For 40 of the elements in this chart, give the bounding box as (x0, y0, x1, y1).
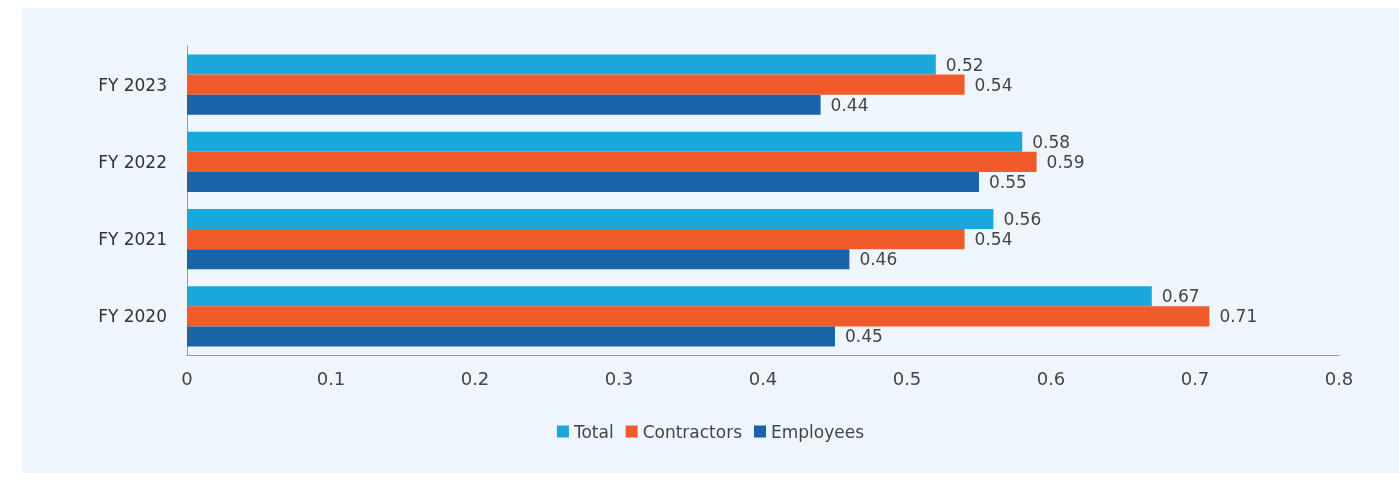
bar (187, 209, 994, 230)
y-tick-label: FY 2023 (98, 74, 167, 95)
data-label: 0.67 (1161, 286, 1200, 307)
bar (187, 229, 965, 250)
x-tick-label: 0.5 (892, 367, 922, 389)
x-tick-label: 0.3 (604, 367, 634, 389)
legend-label: Contractors (642, 421, 743, 442)
legend-label: Employees (771, 421, 865, 442)
x-tick-label: 0.1 (316, 367, 346, 389)
x-tick-label: 0 (181, 367, 193, 389)
bar (187, 74, 965, 95)
bar (187, 306, 1210, 327)
bar (187, 286, 1152, 307)
data-label: 0.45 (845, 326, 883, 347)
data-label: 0.71 (1219, 306, 1258, 327)
x-tick-label: 0.4 (748, 367, 778, 389)
data-label: 0.44 (830, 94, 869, 115)
data-label: 0.46 (859, 249, 898, 270)
data-label: 0.52 (945, 54, 984, 75)
x-tick-label: 0.6 (1036, 367, 1066, 389)
y-tick-label: FY 2022 (98, 151, 167, 172)
bar (187, 94, 821, 115)
x-tick-label: 0.2 (460, 367, 490, 389)
bar (187, 54, 936, 75)
data-label: 0.56 (1003, 209, 1042, 230)
legend-label: Total (572, 421, 614, 442)
x-tick-label: 0.7 (1180, 367, 1210, 389)
data-label: 0.54 (974, 229, 1013, 250)
bar (187, 151, 1037, 172)
y-tick-label: FY 2020 (98, 306, 167, 327)
bar (187, 131, 1023, 152)
bar (187, 249, 850, 270)
data-label: 0.55 (989, 171, 1027, 192)
x-tick-label: 0.8 (1324, 367, 1354, 389)
y-tick-label: FY 2021 (98, 229, 167, 250)
data-label: 0.54 (974, 74, 1013, 95)
bar (187, 171, 979, 192)
data-label: 0.59 (1046, 151, 1085, 172)
bar (187, 326, 835, 347)
data-label: 0.58 (1032, 131, 1071, 152)
